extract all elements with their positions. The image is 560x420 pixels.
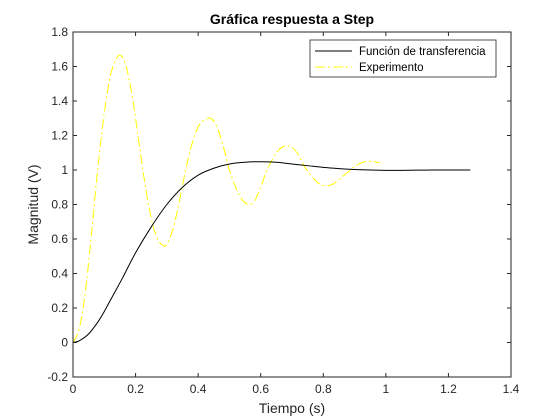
y-axis-label: Magnitud (V) [25, 164, 41, 244]
y-tick-label: 0.8 [51, 198, 68, 212]
series-line-transfer-function [72, 161, 471, 343]
x-tick-label: 1.2 [440, 382, 457, 396]
y-tick-label: 0 [61, 336, 68, 350]
y-axis-ticks: -0.2 0 0.2 0.4 0.6 0.8 1 1.2 1.4 1.6 1.8 [47, 25, 511, 384]
legend-box [309, 39, 497, 78]
x-tick-label: 0 [70, 382, 77, 396]
y-tick-label: 1.4 [51, 94, 68, 108]
x-axis-label: Tiempo (s) [259, 400, 325, 416]
chart-title: Gráfica respuesta a Step [210, 11, 374, 27]
legend-label-transfer-function: Función de transferencia [359, 46, 486, 58]
y-tick-label: 0.4 [51, 267, 68, 281]
x-axis-ticks: 0 0.2 0.4 0.6 0.8 1 1.2 1.4 [70, 32, 520, 396]
plot-area [73, 32, 511, 377]
series-layer [72, 54, 471, 343]
x-tick-label: 0.2 [127, 382, 144, 396]
y-tick-label: 1.2 [51, 129, 68, 143]
y-tick-label: 0.6 [51, 232, 68, 246]
y-tick-label: -0.2 [47, 370, 68, 384]
y-tick-label: 1 [61, 163, 68, 177]
y-tick-label: 1.8 [51, 25, 68, 39]
x-tick-label: 1.4 [503, 382, 520, 396]
series-line-experiment [72, 54, 380, 343]
x-tick-label: 0.4 [190, 382, 207, 396]
x-tick-label: 1 [383, 382, 390, 396]
legend: Función de transferencia Experimento [309, 39, 497, 78]
y-tick-label: 0.2 [51, 301, 68, 315]
x-tick-label: 0.6 [252, 382, 269, 396]
legend-label-experiment: Experimento [359, 62, 424, 74]
y-tick-label: 1.6 [51, 60, 68, 74]
x-tick-label: 0.8 [315, 382, 332, 396]
